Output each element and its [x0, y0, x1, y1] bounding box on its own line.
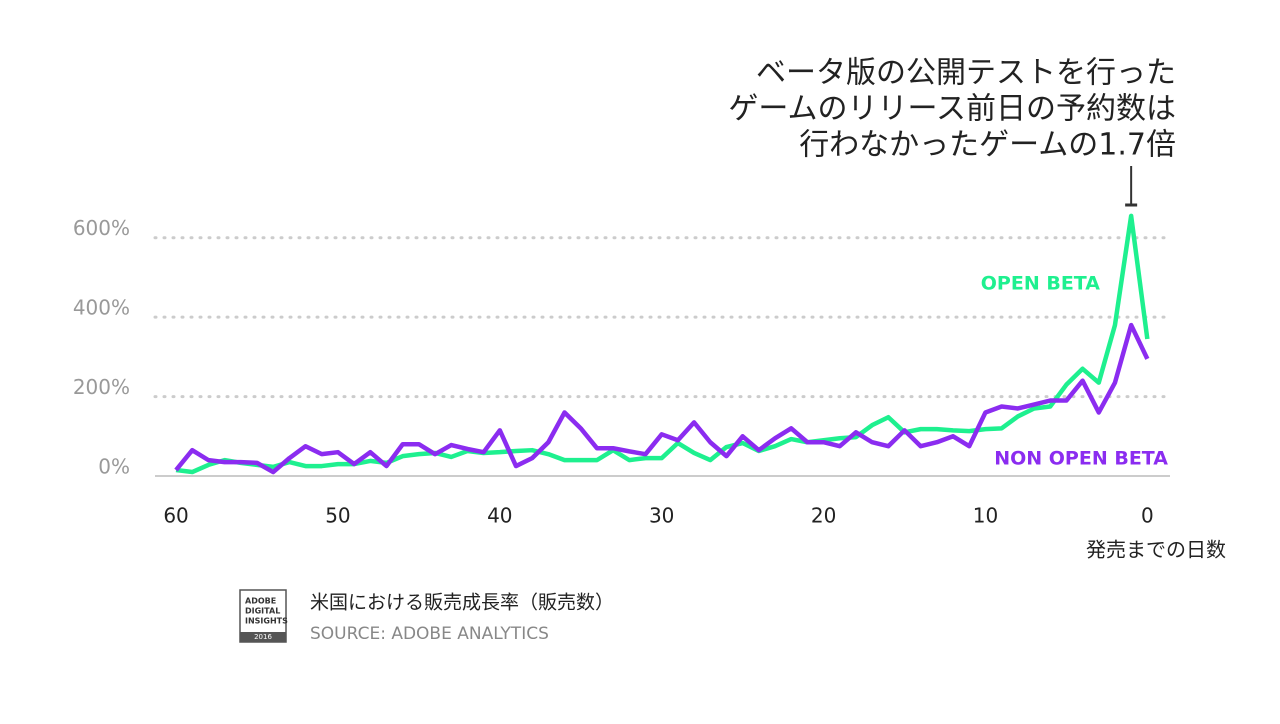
- x-tick-label: 40: [487, 504, 512, 528]
- y-tick-label: 200%: [73, 375, 130, 399]
- y-tick-label: 400%: [73, 296, 130, 320]
- annotation-line: 行わなかったゲームの1.7倍: [799, 128, 1176, 163]
- x-tick-label: 10: [973, 504, 998, 528]
- logo: ADOBE DIGITAL INSIGHTS 2016: [239, 589, 288, 643]
- logo-text: ADOBE: [245, 597, 276, 606]
- x-axis-label: 発売までの日数: [1086, 538, 1226, 562]
- x-tick-label: 0: [1141, 504, 1154, 528]
- x-tick-label: 20: [811, 504, 836, 528]
- series-label: OPEN BETA: [981, 273, 1101, 295]
- x-tick-label: 60: [163, 504, 188, 528]
- x-tick-label: 50: [325, 504, 350, 528]
- logo-year: 2016: [254, 633, 272, 641]
- annotation-line: ゲームのリリース前日の予約数は: [728, 92, 1176, 127]
- series-label: NON OPEN BETA: [994, 448, 1168, 470]
- y-tick-label: 600%: [73, 216, 130, 240]
- logo-text: INSIGHTS: [245, 617, 288, 626]
- y-tick-label: 0%: [98, 455, 130, 479]
- caption: 米国における販売成長率（販売数）: [310, 592, 614, 614]
- logo-text: DIGITAL: [245, 607, 280, 616]
- source: SOURCE: ADOBE ANALYTICS: [310, 624, 549, 644]
- logo-band: [240, 632, 286, 642]
- line-series: [175, 213, 1150, 475]
- x-tick-label: 30: [649, 504, 674, 528]
- line-series: [174, 322, 1150, 475]
- annotation-line: ベータ版の公開テストを行った: [756, 56, 1176, 91]
